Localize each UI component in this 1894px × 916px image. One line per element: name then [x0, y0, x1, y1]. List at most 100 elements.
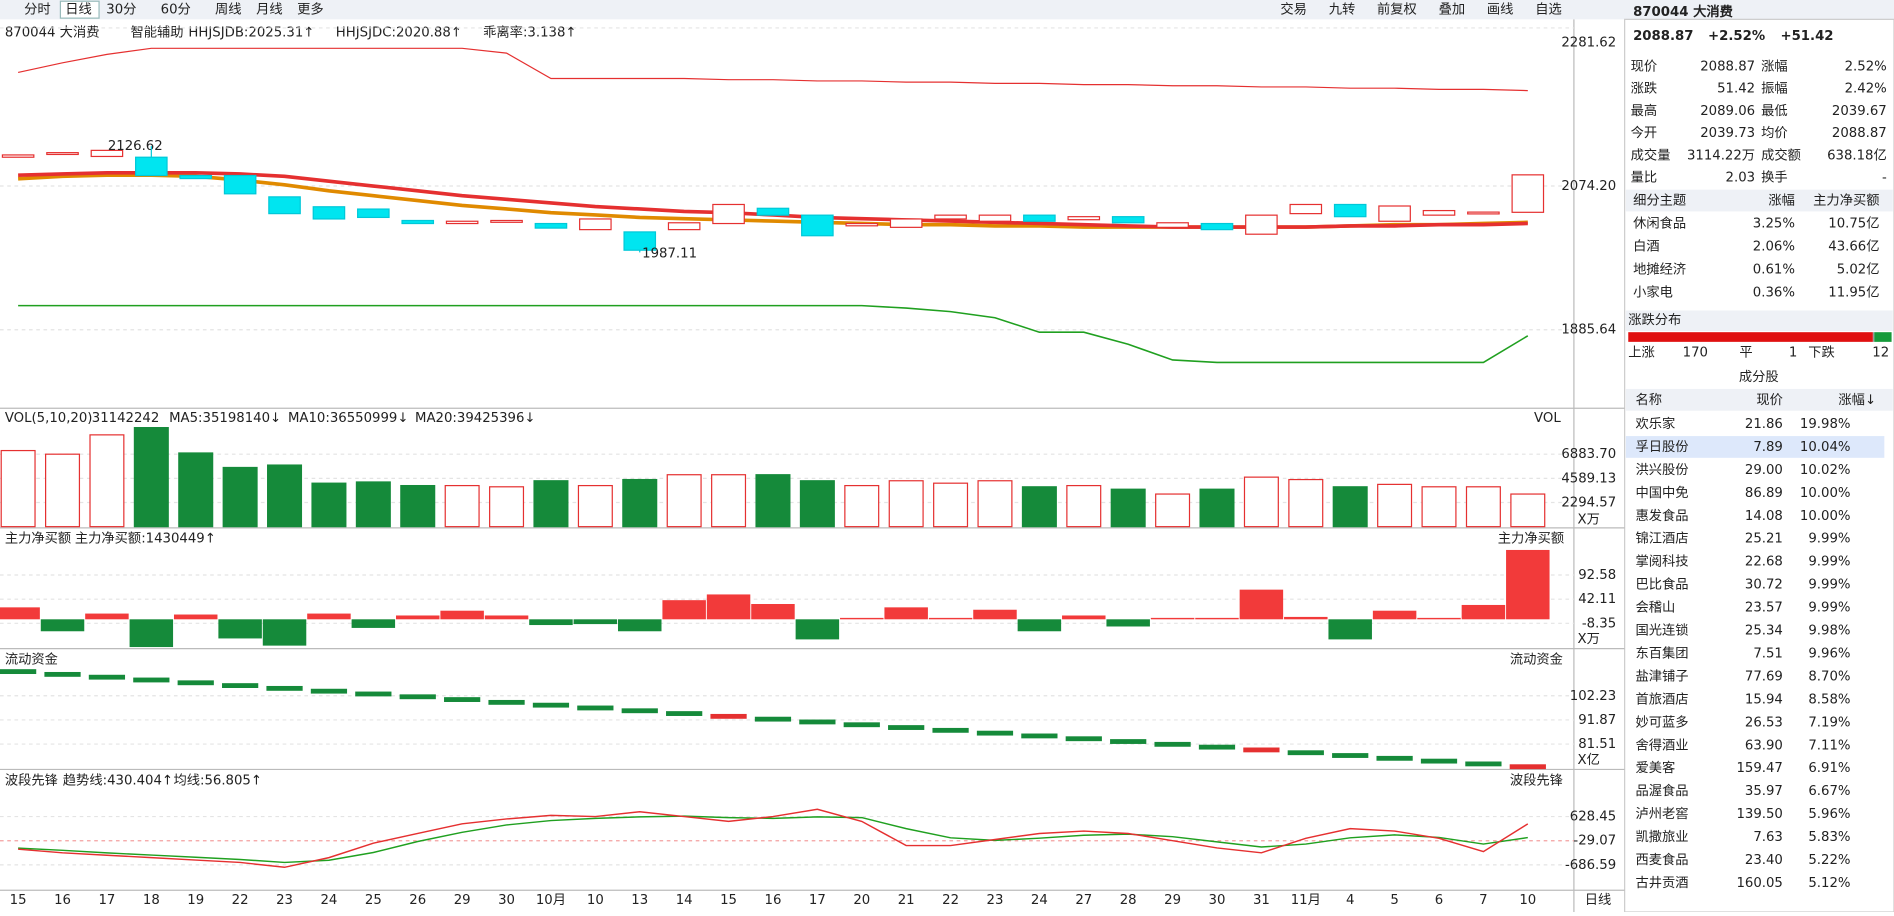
x-tick-label: 15	[10, 893, 27, 908]
upper-band	[17, 47, 1528, 92]
quote-chg: +51.42	[1780, 29, 1833, 44]
candle	[579, 218, 612, 231]
net-bar	[484, 615, 529, 620]
volume-bar	[1243, 476, 1279, 528]
candle	[1467, 211, 1500, 215]
toolbar-bg	[0, 0, 1894, 20]
flow-bar	[177, 680, 214, 686]
dist-label: 上涨	[1628, 345, 1655, 361]
dist-down	[1874, 332, 1892, 342]
toolbar-button[interactable]: 九转	[1329, 2, 1356, 18]
net-bar	[1506, 549, 1550, 620]
stock-name[interactable]: 品渥食品	[1636, 782, 1689, 799]
x-tick-label: 11月	[1291, 893, 1321, 908]
field-label: 换手	[1761, 170, 1788, 186]
stock-pct: 9.99%	[1808, 555, 1850, 570]
candle	[978, 214, 1012, 222]
flow-bar	[88, 674, 126, 680]
stock-name[interactable]: 西麦食品	[1636, 851, 1689, 868]
volume-bar	[45, 453, 81, 528]
toolbar-button[interactable]: 前复权	[1377, 1, 1417, 18]
stock-name[interactable]: 凯撒旅业	[1636, 829, 1689, 845]
stock-name[interactable]: 中国中免	[1636, 485, 1689, 501]
x-tick-label: 29	[1164, 893, 1181, 908]
volume-bar	[1421, 486, 1457, 528]
stock-name[interactable]: 盐津铺子	[1636, 668, 1689, 684]
volume-bar	[444, 484, 480, 528]
stocks-header: 涨幅↓	[1838, 392, 1876, 408]
stock-name[interactable]: 锦江酒店	[1636, 531, 1689, 547]
net-bar	[618, 619, 662, 632]
tab[interactable]: 日线	[65, 2, 92, 18]
stock-pct: 10.00%	[1800, 486, 1851, 501]
stock-name[interactable]: 首旅酒店	[1636, 691, 1689, 707]
stock-pct: 7.11%	[1808, 738, 1850, 753]
stock-name[interactable]: 泸州老窖	[1636, 805, 1689, 822]
themes-header: 涨幅	[1768, 193, 1795, 209]
toolbar-button[interactable]: 叠加	[1439, 2, 1466, 18]
tab[interactable]: 60分	[161, 2, 191, 18]
net-bar	[1328, 619, 1372, 640]
low-label: 1987.11	[642, 247, 697, 262]
net-bar	[85, 613, 129, 620]
stock-name[interactable]: 洪兴股份	[1636, 462, 1689, 478]
stock-name[interactable]: 妙可蓝多	[1636, 713, 1689, 730]
stock-name[interactable]: 舍得酒业	[1636, 736, 1689, 753]
flow-bar	[1154, 741, 1191, 747]
stock-name[interactable]: 古井贡酒	[1636, 875, 1689, 891]
stock-name[interactable]: 巴比食品	[1636, 576, 1689, 593]
stock-pct: 19.98%	[1800, 417, 1851, 432]
theme-amount: 11.95亿	[1828, 284, 1879, 300]
flow-bar	[976, 730, 1014, 736]
y-tick-label: 91.87	[1578, 713, 1616, 728]
net-bar	[396, 615, 440, 620]
toolbar-button[interactable]: 交易	[1280, 1, 1307, 18]
tab[interactable]: 更多	[297, 1, 324, 18]
volume-bar	[1332, 486, 1368, 528]
stock-name[interactable]: 欢乐家	[1636, 415, 1676, 432]
field-label: 最高	[1631, 102, 1658, 119]
flow-bar	[1509, 764, 1546, 770]
toolbar-button[interactable]: 画线	[1487, 2, 1514, 18]
stock-name[interactable]: 会稽山	[1636, 600, 1676, 616]
stock-name[interactable]: 东百集团	[1636, 645, 1689, 661]
unit-label: X亿	[1578, 752, 1600, 768]
x-tick-label: 30	[498, 893, 515, 908]
tab[interactable]: 分时	[24, 2, 51, 18]
trend-line	[18, 808, 1529, 869]
dist-title: 涨跌分布	[1628, 312, 1681, 328]
candle	[268, 196, 301, 215]
theme-pct: 0.36%	[1753, 285, 1795, 300]
quote-pct: +2.52%	[1708, 29, 1765, 44]
volume-bar	[1465, 486, 1501, 528]
volume-bar	[577, 484, 613, 528]
stock-name[interactable]: 惠发食品	[1636, 507, 1689, 524]
stock-pct: 9.98%	[1808, 624, 1850, 639]
field-value: 2.52%	[1845, 59, 1887, 74]
stock-name[interactable]: 孚日股份	[1636, 439, 1689, 455]
candle	[1422, 209, 1456, 216]
net-bar	[0, 607, 40, 620]
y-tick-label: 2294.57	[1561, 496, 1616, 511]
y-tick-label: 1885.64	[1561, 323, 1616, 338]
stock-name[interactable]: 国光连锁	[1636, 623, 1689, 639]
tab[interactable]: 周线	[215, 2, 242, 18]
tab[interactable]: 30分	[106, 2, 136, 18]
field-value: 2088.87	[1832, 126, 1887, 141]
stock-name[interactable]: 爱美客	[1636, 759, 1676, 776]
volume-bar	[755, 474, 791, 528]
net-bar	[218, 619, 262, 639]
volume-bar	[622, 478, 658, 528]
tab[interactable]: 月线	[256, 2, 283, 18]
stock-pct: 8.58%	[1808, 692, 1850, 707]
stock-name[interactable]: 掌阅科技	[1636, 554, 1689, 570]
volume-bar	[933, 482, 969, 528]
x-tick-label: 19	[187, 893, 204, 908]
theme-amount: 10.75亿	[1828, 215, 1879, 231]
toolbar-button[interactable]: 自选	[1535, 2, 1562, 18]
candle	[1289, 203, 1323, 215]
section-header	[1625, 388, 1893, 411]
stock-price: 63.90	[1745, 738, 1783, 753]
indicator-legend: 乖离率:3.138↑	[483, 24, 576, 41]
stock-price: 159.47	[1736, 761, 1782, 776]
